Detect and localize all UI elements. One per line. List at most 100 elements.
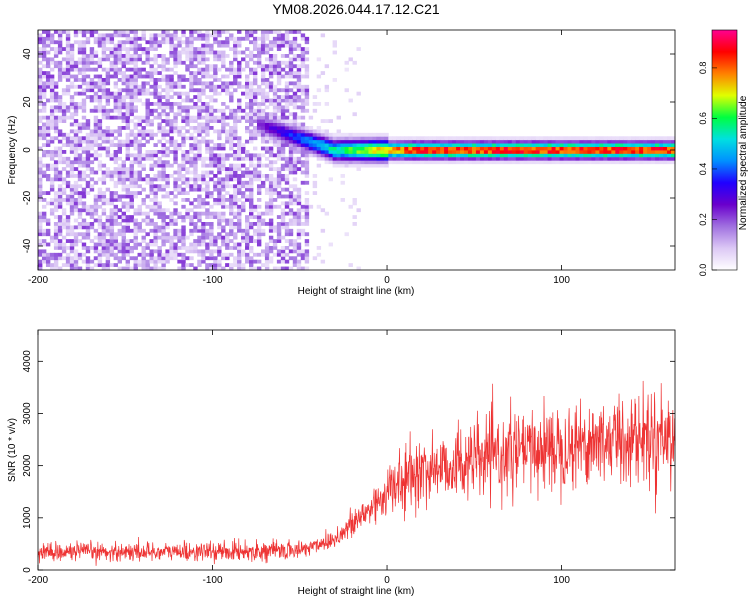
spectrogram-cell — [181, 91, 186, 96]
spectrogram-cell — [304, 256, 310, 261]
spectrogram-cell — [81, 146, 87, 151]
spectrogram-cell — [467, 136, 473, 141]
spectrogram-cell — [181, 204, 186, 209]
spectrogram-cell — [276, 88, 282, 93]
spectrogram-cell — [61, 187, 67, 192]
spectrogram-cell — [133, 136, 138, 141]
spectrogram-cell — [631, 139, 636, 144]
spectrogram-cell — [245, 228, 250, 233]
spectrogram-cell — [133, 60, 138, 65]
spectrogram-cell — [635, 153, 640, 158]
spectrogram-cell — [292, 143, 298, 147]
spectrogram-cell — [41, 64, 47, 69]
spectrogram-cell — [137, 132, 142, 137]
spectrogram-cell — [245, 91, 250, 96]
spectrogram-cell — [77, 208, 83, 213]
spectrogram-cell — [300, 129, 306, 134]
spectrogram-cell — [237, 225, 242, 230]
spectrogram-cell — [61, 115, 67, 120]
spectrogram-cell — [432, 150, 437, 154]
spectrogram-cell — [165, 67, 170, 72]
spectrogram-cell — [81, 60, 87, 65]
spectrogram-cell — [149, 64, 154, 69]
spectrogram-cell — [312, 108, 318, 113]
spectrogram-cell — [137, 146, 142, 151]
spectrogram-cell — [225, 177, 230, 182]
spectrogram-cell — [101, 129, 107, 134]
spectrogram-cell — [173, 170, 178, 175]
spectrogram-cell — [237, 156, 242, 161]
spectrogram-cell — [129, 163, 134, 168]
spectrogram-cell — [268, 225, 274, 230]
spectrogram-cell — [153, 54, 158, 58]
spectrogram-cell — [133, 235, 138, 240]
spectrogram-cell — [53, 170, 59, 175]
spectrogram-cell — [304, 102, 310, 106]
spectrogram-cell — [268, 167, 274, 171]
spectrogram-cell — [503, 136, 509, 141]
spectrogram-cell — [97, 57, 103, 62]
spectrogram-cell — [185, 112, 190, 117]
spectrogram-cell — [515, 143, 521, 147]
spectrogram-cell — [647, 153, 652, 158]
spectrogram-cell — [133, 174, 138, 178]
spectrogram-cell — [233, 232, 238, 237]
spectrogram-cell — [296, 74, 302, 79]
spectrogram-cell — [408, 143, 413, 147]
spectrogram-cell — [272, 57, 278, 62]
spectrogram-cell — [125, 143, 130, 147]
spectrogram-cell — [229, 67, 234, 72]
spectrogram-cell — [113, 256, 119, 261]
spectrogram-cell — [268, 211, 274, 216]
spectrogram-cell — [292, 84, 298, 89]
spectrogram-cell — [249, 222, 254, 226]
spectrogram-cell — [260, 95, 266, 99]
spectrogram-cell — [93, 129, 99, 134]
spectrogram-cell — [65, 40, 71, 45]
spectrogram-cell — [121, 167, 126, 171]
spectrogram-cell — [523, 146, 529, 151]
spectrogram-cell — [404, 153, 409, 158]
spectrogram-cell — [141, 102, 146, 106]
spectrogram-cell — [41, 252, 47, 257]
spectrogram-cell — [165, 235, 170, 240]
spectrogram-cell — [388, 156, 393, 161]
spectrogram-cell — [217, 78, 222, 82]
spectrogram-cell — [109, 201, 115, 206]
spectrogram-cell — [260, 222, 266, 226]
spectrogram-cell — [121, 218, 126, 223]
spectrogram-cell — [129, 266, 134, 271]
spectrogram-cell — [173, 33, 178, 38]
spectrogram-cell — [304, 95, 310, 99]
spectrogram-cell — [225, 167, 230, 171]
spectrogram-cell — [133, 40, 138, 45]
spectrogram-cell — [467, 156, 473, 161]
spectrogram-cell — [69, 143, 75, 147]
spectrogram-cell — [241, 228, 246, 233]
spectrogram-cell — [57, 218, 63, 223]
spectrogram-cell — [280, 40, 286, 45]
spectrogram-cell — [153, 36, 158, 41]
spectrogram-cell — [105, 112, 111, 117]
spectrogram-cell — [272, 119, 278, 123]
spectrogram-cell — [189, 50, 194, 55]
spectrogram-cell — [61, 222, 67, 226]
spectrogram-cell — [73, 174, 79, 178]
spectrogram-cell — [280, 249, 286, 254]
spectrogram-cell — [193, 129, 198, 134]
spectrogram-cell — [344, 60, 349, 65]
spectrogram-cell — [655, 160, 660, 165]
spectrogram-cell — [237, 249, 242, 254]
spectrogram-cell — [109, 64, 115, 69]
spectrogram-cell — [133, 266, 138, 271]
spectrogram-cell — [201, 57, 206, 62]
spectrogram-cell — [260, 47, 266, 51]
spectrogram-cell — [69, 184, 75, 189]
spectrogram-cell — [209, 163, 214, 168]
spectrogram-cell — [145, 91, 150, 96]
spectrogram-cell — [65, 228, 71, 233]
spectrogram-cell — [73, 256, 79, 261]
spectrogram-cell — [268, 119, 274, 123]
spectrogram-cell — [129, 184, 134, 189]
spectrogram-cell — [157, 204, 162, 209]
